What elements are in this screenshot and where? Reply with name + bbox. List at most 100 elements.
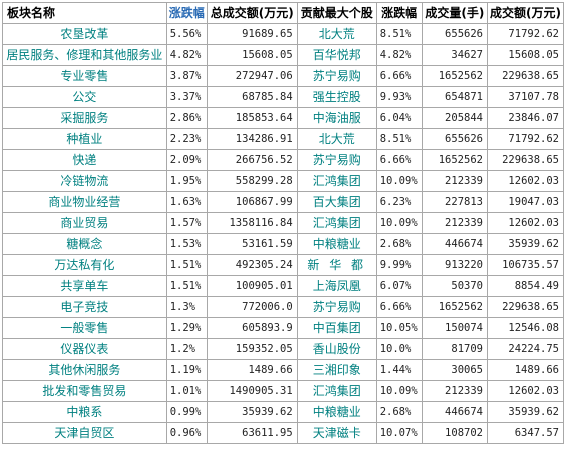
cell-total-turnover: 558299.28 xyxy=(206,170,298,192)
header-top-stock: 贡献最大个股 xyxy=(296,2,377,24)
cell-stock-change: 6.23% xyxy=(375,191,423,213)
cell-sector-name: 仪器仪表 xyxy=(2,338,167,360)
cell-total-turnover: 1358116.84 xyxy=(206,212,298,234)
cell-top-stock: 三湘印象 xyxy=(296,359,377,381)
cell-change: 0.96% xyxy=(165,422,208,444)
cell-top-stock: 中粮糖业 xyxy=(296,401,377,423)
cell-sector-name: 批发和零售贸易 xyxy=(2,380,167,402)
table-row: 采掘服务 2.86% 185853.64 中海油服 6.04% 205844 23846.0… xyxy=(2,107,564,129)
cell-stock-change: 6.07% xyxy=(375,275,423,297)
cell-stock-change: 10.09% xyxy=(375,170,423,192)
cell-total-turnover: 35939.62 xyxy=(206,401,298,423)
cell-change: 1.29% xyxy=(165,317,208,339)
cell-stock-change: 10.09% xyxy=(375,212,423,234)
cell-volume: 654871 xyxy=(421,86,488,108)
table-row: 快递 2.09% 266756.52 苏宁易购 6.66% 1652562 229638.6… xyxy=(2,149,564,171)
cell-amount: 229638.65 xyxy=(486,296,564,318)
cell-amount: 1489.66 xyxy=(486,359,564,381)
table-row: 糖概念 1.53% 53161.59 中粮糖业 2.68% 446674 35939.62 xyxy=(2,233,564,255)
cell-top-stock: 苏宁易购 xyxy=(296,65,377,87)
cell-stock-change: 6.66% xyxy=(375,65,423,87)
cell-sector-name: 采掘服务 xyxy=(2,107,167,129)
cell-volume: 81709 xyxy=(421,338,488,360)
cell-change: 1.19% xyxy=(165,359,208,381)
table-row: 一般零售 1.29% 605893.9 中百集团 10.05% 150074 12546.0… xyxy=(2,317,564,339)
cell-sector-name: 天津自贸区 xyxy=(2,422,167,444)
cell-change: 0.99% xyxy=(165,401,208,423)
table-row: 居民服务、修理和其他服务业 4.82% 15608.05 百华悦邦 4.82% 34627… xyxy=(2,44,564,66)
table-body: 农垦改革 5.56% 91689.65 北大荒 8.51% 655626 71792.62 居… xyxy=(2,23,564,444)
cell-sector-name: 公交 xyxy=(2,86,167,108)
cell-amount: 12602.03 xyxy=(486,170,564,192)
cell-sector-name: 快递 xyxy=(2,149,167,171)
cell-change: 1.51% xyxy=(165,254,208,276)
cell-sector-name: 冷链物流 xyxy=(2,170,167,192)
table-row: 天津自贸区 0.96% 63611.95 天津磁卡 10.07% 108702 6347.5… xyxy=(2,422,564,444)
cell-change: 1.63% xyxy=(165,191,208,213)
table-row: 公交 3.37% 68785.84 强生控股 9.93% 654871 37107.78 xyxy=(2,86,564,108)
cell-amount: 35939.62 xyxy=(486,233,564,255)
cell-sector-name: 万达私有化 xyxy=(2,254,167,276)
cell-total-turnover: 53161.59 xyxy=(206,233,298,255)
table-row: 冷链物流 1.95% 558299.28 汇鸿集团 10.09% 212339 12602.… xyxy=(2,170,564,192)
cell-stock-change: 6.04% xyxy=(375,107,423,129)
cell-sector-name: 商业物业经营 xyxy=(2,191,167,213)
cell-stock-change: 10.07% xyxy=(375,422,423,444)
header-stock-change: 涨跌幅 xyxy=(375,2,423,24)
cell-change: 1.57% xyxy=(165,212,208,234)
cell-total-turnover: 63611.95 xyxy=(206,422,298,444)
cell-total-turnover: 185853.64 xyxy=(206,107,298,129)
cell-change: 1.3% xyxy=(165,296,208,318)
cell-volume: 446674 xyxy=(421,233,488,255)
cell-change: 5.56% xyxy=(165,23,208,45)
table-row: 其他休闲服务 1.19% 1489.66 三湘印象 1.44% 30065 1489.66 xyxy=(2,359,564,381)
cell-volume: 212339 xyxy=(421,170,488,192)
cell-change: 1.01% xyxy=(165,380,208,402)
cell-sector-name: 共享单车 xyxy=(2,275,167,297)
cell-volume: 108702 xyxy=(421,422,488,444)
cell-top-stock: 新 华 都 xyxy=(296,254,377,276)
cell-amount: 106735.57 xyxy=(486,254,564,276)
cell-volume: 913220 xyxy=(421,254,488,276)
table-row: 专业零售 3.87% 272947.06 苏宁易购 6.66% 1652562 229638… xyxy=(2,65,564,87)
cell-sector-name: 其他休闲服务 xyxy=(2,359,167,381)
cell-amount: 23846.07 xyxy=(486,107,564,129)
cell-top-stock: 中海油服 xyxy=(296,107,377,129)
cell-change: 2.86% xyxy=(165,107,208,129)
cell-stock-change: 2.68% xyxy=(375,233,423,255)
cell-sector-name: 中粮系 xyxy=(2,401,167,423)
cell-stock-change: 10.09% xyxy=(375,380,423,402)
cell-stock-change: 10.05% xyxy=(375,317,423,339)
cell-total-turnover: 1490905.31 xyxy=(206,380,298,402)
table-row: 种植业 2.23% 134286.91 北大荒 8.51% 655626 71792.62 xyxy=(2,128,564,150)
table-row: 农垦改革 5.56% 91689.65 北大荒 8.51% 655626 71792.62 xyxy=(2,23,564,45)
cell-total-turnover: 91689.65 xyxy=(206,23,298,45)
cell-total-turnover: 605893.9 xyxy=(206,317,298,339)
table-row: 中粮系 0.99% 35939.62 中粮糖业 2.68% 446674 35939.62 xyxy=(2,401,564,423)
cell-amount: 35939.62 xyxy=(486,401,564,423)
cell-amount: 71792.62 xyxy=(486,23,564,45)
cell-total-turnover: 134286.91 xyxy=(206,128,298,150)
cell-sector-name: 农垦改革 xyxy=(2,23,167,45)
cell-amount: 12546.08 xyxy=(486,317,564,339)
cell-top-stock: 北大荒 xyxy=(296,23,377,45)
cell-sector-name: 电子竞技 xyxy=(2,296,167,318)
cell-volume: 212339 xyxy=(421,380,488,402)
cell-total-turnover: 100905.01 xyxy=(206,275,298,297)
cell-change: 3.87% xyxy=(165,65,208,87)
cell-total-turnover: 68785.84 xyxy=(206,86,298,108)
cell-top-stock: 汇鸿集团 xyxy=(296,212,377,234)
table-header-row: 板块名称 涨跌幅 总成交额(万元) 贡献最大个股 涨跌幅 成交量(手) 成交额(… xyxy=(2,2,564,24)
cell-amount: 37107.78 xyxy=(486,86,564,108)
cell-volume: 212339 xyxy=(421,212,488,234)
cell-total-turnover: 272947.06 xyxy=(206,65,298,87)
cell-change: 2.23% xyxy=(165,128,208,150)
header-amount: 成交额(万元) xyxy=(486,2,564,24)
cell-volume: 1652562 xyxy=(421,149,488,171)
cell-volume: 227813 xyxy=(421,191,488,213)
header-sector-name: 板块名称 xyxy=(2,2,167,24)
table-row: 商业贸易 1.57% 1358116.84 汇鸿集团 10.09% 212339 12602… xyxy=(2,212,564,234)
cell-amount: 8854.49 xyxy=(486,275,564,297)
